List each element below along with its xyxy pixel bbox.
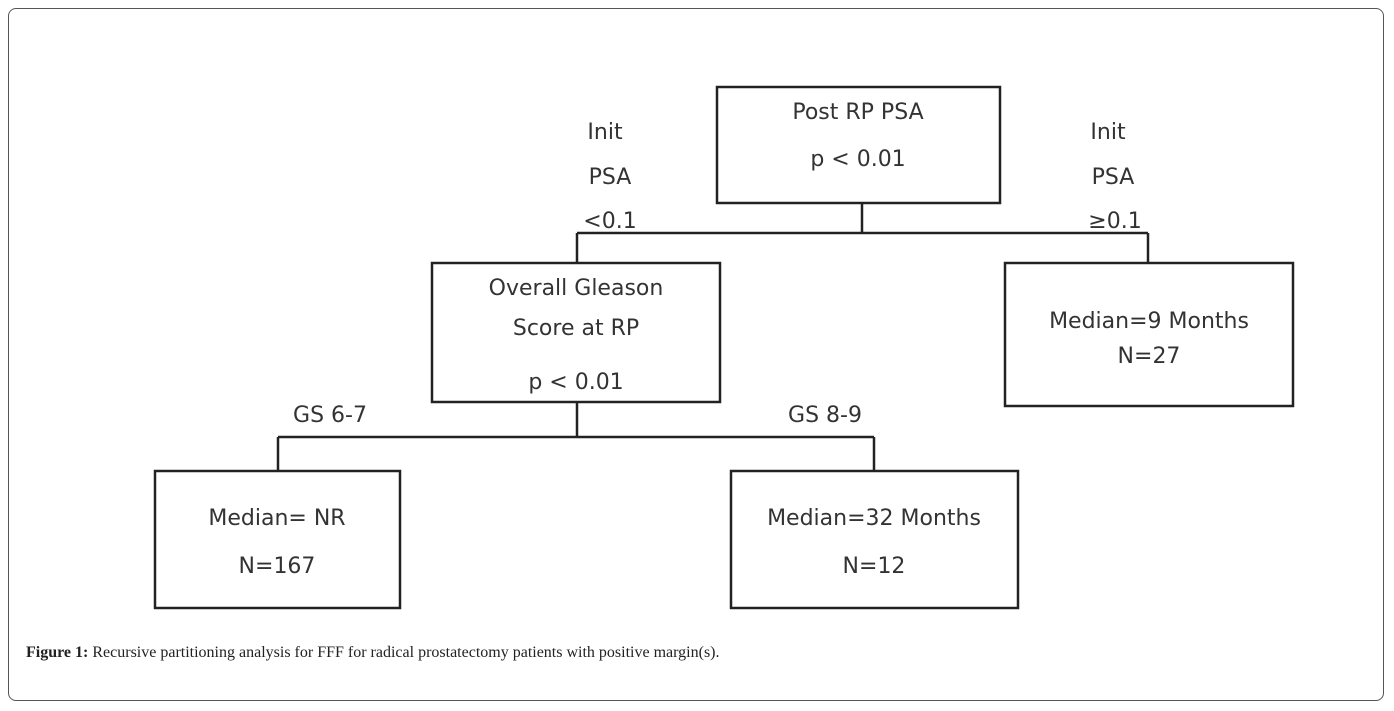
edge-label: Init (587, 120, 623, 145)
node-box (430, 261, 722, 404)
edge-label: GS 6-7 (293, 403, 367, 428)
edge-label: ≥0.1 (1088, 209, 1141, 234)
node-box (729, 469, 1020, 610)
edge-label: GS 8-9 (788, 403, 862, 428)
node-text: N=167 (239, 554, 316, 579)
node-text: Overall Gleason (489, 276, 664, 301)
node-text: N=27 (1118, 344, 1181, 369)
caption-text: Recursive partitioning analysis for FFF … (92, 644, 720, 661)
edge-label: PSA (589, 165, 632, 190)
node-text: Median=9 Months (1049, 309, 1249, 334)
caption-label: Figure 1: (26, 644, 89, 661)
tree-diagram: Post RP PSA p < 0.01 Overall Gleason Sco… (153, 85, 1295, 610)
node-text: Post RP PSA (792, 100, 923, 125)
edge-label: Init (1090, 120, 1126, 145)
node-text: N=12 (843, 554, 906, 579)
node-box (1003, 261, 1295, 408)
node-text: Median= NR (208, 506, 345, 531)
node-text: p < 0.01 (528, 370, 623, 395)
figure-frame (8, 8, 1384, 701)
node-box (715, 85, 1002, 205)
node-text: Score at RP (513, 316, 639, 341)
node-text: Median=32 Months (767, 506, 981, 531)
edge-label: <0.1 (583, 209, 636, 234)
node-text: p < 0.01 (810, 147, 905, 172)
node-box (153, 469, 402, 610)
edge-label: PSA (1092, 165, 1135, 190)
caption: Figure 1: Recursive partitioning analysi… (26, 644, 720, 662)
